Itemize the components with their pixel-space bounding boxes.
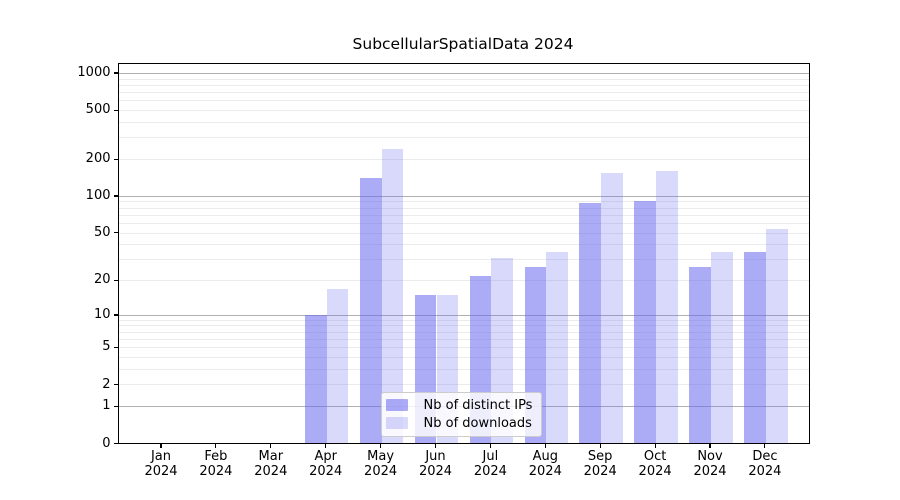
legend-label-distinct-ips: Nb of distinct IPs <box>423 397 533 413</box>
bar-downloads-may <box>381 149 404 443</box>
x-tick-label: Jan 2024 <box>144 448 178 480</box>
y-tick-mark <box>113 405 118 407</box>
x-tick-mark <box>215 443 217 448</box>
minor-gridline <box>118 201 809 203</box>
plot-area <box>117 62 810 444</box>
x-tick-mark <box>544 443 546 448</box>
bar-downloads-aug <box>546 251 569 443</box>
y-tick-mark <box>113 195 118 197</box>
y-tick-label: 200 <box>85 151 111 167</box>
x-tick-mark <box>709 443 711 448</box>
bar-ips-nov <box>689 267 711 443</box>
y-tick-mark <box>113 279 118 281</box>
x-tick-label: Dec 2024 <box>748 448 782 480</box>
x-tick-mark <box>654 443 656 448</box>
chart-title: SubcellularSpatialData 2024 <box>352 35 574 53</box>
bar-downloads-oct <box>656 171 678 443</box>
legend: Nb of distinct IPs Nb of downloads <box>381 391 543 437</box>
y-tick-mark <box>113 383 118 386</box>
minor-gridline <box>118 214 809 216</box>
y-tick-mark <box>113 314 118 316</box>
minor-gridline <box>118 259 809 261</box>
y-tick-label: 100 <box>85 188 111 204</box>
bar-downloads-dec <box>765 228 788 443</box>
x-tick-label: Jun 2024 <box>418 448 453 480</box>
y-tick-mark <box>113 158 118 160</box>
y-tick-label: 1000 <box>77 65 111 81</box>
y-tick-label: 5 <box>102 339 111 355</box>
x-tick-label: Nov 2024 <box>693 448 727 480</box>
legend-label-downloads: Nb of downloads <box>423 415 532 431</box>
x-tick-label: Apr 2024 <box>309 448 343 480</box>
x-tick-label: Oct 2024 <box>638 448 672 480</box>
bar-ips-may <box>359 178 382 443</box>
minor-gridline <box>118 121 809 123</box>
major-gridline <box>118 72 809 74</box>
minor-gridline <box>118 222 809 224</box>
x-tick-mark <box>160 443 162 448</box>
minor-gridline <box>118 368 809 370</box>
x-tick-mark <box>434 443 437 448</box>
minor-gridline <box>118 357 809 358</box>
legend-item-downloads: Nb of downloads <box>386 416 532 431</box>
x-tick-mark <box>325 443 327 448</box>
y-tick-label: 500 <box>85 102 111 118</box>
minor-gridline <box>118 331 809 333</box>
x-tick-mark <box>764 443 766 448</box>
minor-gridline <box>118 158 809 160</box>
minor-gridline <box>118 100 809 102</box>
minor-gridline <box>118 110 809 111</box>
y-tick-label: 50 <box>93 224 111 240</box>
major-gridline <box>118 314 809 316</box>
minor-gridline <box>118 347 809 349</box>
x-tick-label: Feb 2024 <box>199 448 233 480</box>
y-tick-mark <box>113 109 118 111</box>
legend-swatch-downloads <box>386 417 408 429</box>
minor-gridline <box>118 325 809 327</box>
y-tick-mark <box>113 442 118 445</box>
bar-ips-sep <box>579 203 602 443</box>
y-tick-label: 0 <box>102 435 111 451</box>
minor-gridline <box>118 384 809 386</box>
y-tick-label: 1 <box>102 398 111 414</box>
minor-gridline <box>118 232 809 234</box>
bar-ips-apr <box>304 315 327 443</box>
x-tick-label: Jul 2024 <box>473 448 507 480</box>
x-tick-mark <box>380 443 382 448</box>
y-tick-mark <box>113 72 118 74</box>
minor-gridline <box>118 84 809 86</box>
bar-downloads-nov <box>711 251 733 443</box>
x-tick-label: Sep 2024 <box>583 448 617 480</box>
x-tick-mark <box>599 443 601 448</box>
minor-gridline <box>118 244 809 246</box>
y-tick-mark <box>113 232 118 234</box>
x-tick-mark <box>270 443 272 448</box>
x-tick-label: May 2024 <box>364 448 398 480</box>
minor-gridline <box>118 338 809 340</box>
minor-gridline <box>118 280 809 282</box>
x-tick-label: Aug 2024 <box>528 448 562 480</box>
x-tick-label: Mar 2024 <box>254 448 288 480</box>
bar-ips-dec <box>744 251 766 443</box>
bar-downloads-apr <box>326 288 349 443</box>
legend-swatch-distinct-ips <box>386 399 408 411</box>
minor-gridline <box>118 91 809 93</box>
minor-gridline <box>118 207 809 209</box>
y-tick-label: 10 <box>93 306 111 322</box>
minor-gridline <box>118 319 809 321</box>
minor-gridline <box>118 137 809 139</box>
bar-ips-oct <box>634 200 657 443</box>
minor-gridline <box>118 78 809 80</box>
bar-downloads-sep <box>601 172 623 443</box>
x-tick-mark <box>489 443 491 448</box>
major-gridline <box>118 195 809 197</box>
y-tick-label: 2 <box>102 376 111 392</box>
y-tick-mark <box>113 346 118 349</box>
y-tick-label: 20 <box>93 272 111 288</box>
legend-item-distinct-ips: Nb of distinct IPs <box>386 398 532 413</box>
